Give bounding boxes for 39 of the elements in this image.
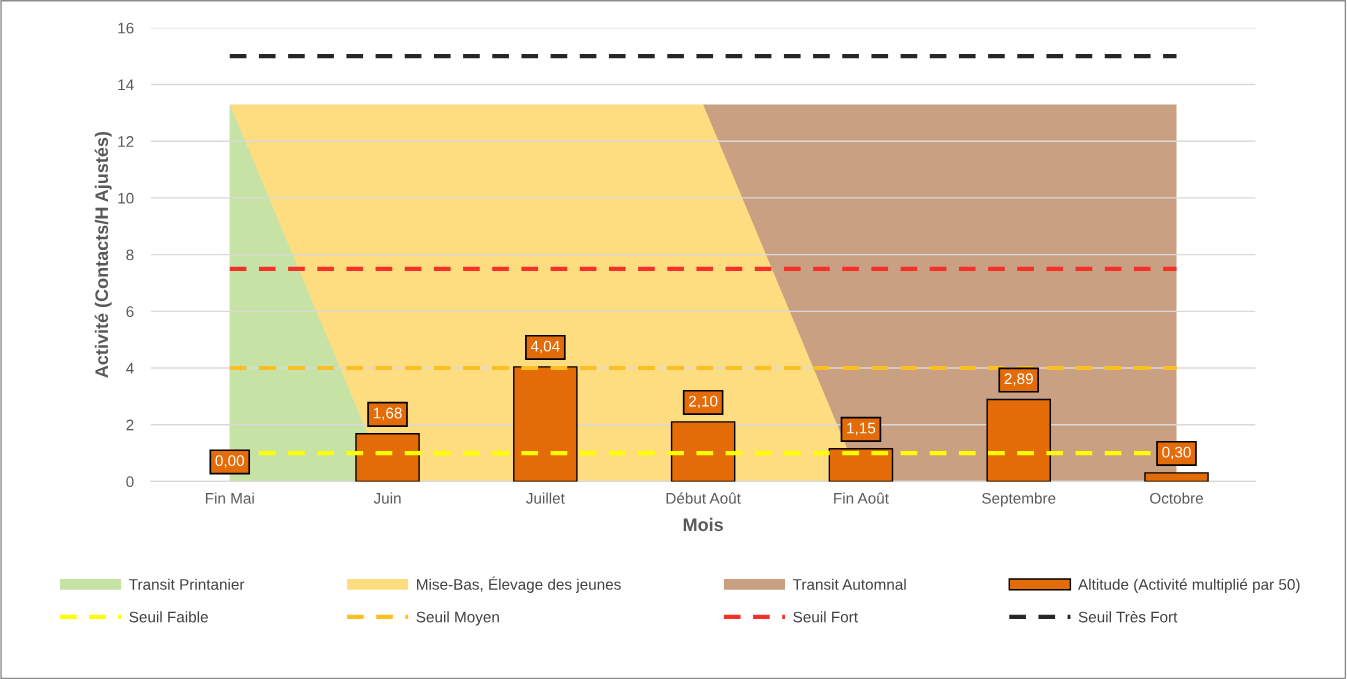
bar [513,366,578,482]
x-tick-label: Juin [373,492,401,504]
legend-label: Seuil Très Fort [1078,611,1178,623]
data-label: 1,68 [373,407,402,421]
bar [670,421,736,482]
legend-label: Seuil Faible [129,611,208,623]
legend-label: Altitude (Activité multiplié par 50) [1078,578,1300,593]
legend-label: Transit Automnal [792,578,906,590]
y-tick-label: 0 [126,476,134,488]
x-tick-label: Septembre [982,492,1056,507]
x-axis-title: Mois [683,517,723,532]
data-label: 4,04 [530,340,560,354]
legend-label: Transit Printanier [129,578,245,590]
legend-label: Seuil Moyen [416,611,499,626]
x-tick-label: Juillet [526,492,565,504]
y-tick-label: 2 [126,419,134,431]
y-tick-label: 8 [126,249,134,261]
x-tick-label: Début Août [666,492,741,504]
y-tick-label: 16 [118,22,134,34]
legend-label: Mise-Bas, Élevage des jeunes [417,576,621,593]
x-tick-label: Octobre [1150,492,1203,504]
bar [986,398,1051,482]
bar [828,448,894,482]
y-tick-label: 6 [126,306,134,318]
y-tick-label: 10 [118,192,134,204]
data-label: 0,30 [1162,446,1191,460]
data-label: 2,89 [1004,373,1033,386]
y-tick-label: 12 [118,136,134,147]
y-tick-label: 14 [118,79,134,91]
bar [355,433,420,482]
x-tick-label: Fin Août [834,492,889,504]
x-tick-label: Fin Mai [205,492,254,504]
bar [1144,472,1209,482]
data-label: 2,10 [689,395,718,409]
data-label: 0,00 [215,455,245,468]
y-tick-label: 4 [126,363,134,374]
y-axis-title: Activité (Contacts/H Ajustés) [94,131,112,378]
data-label: 1,15 [847,422,876,436]
legend-label: Seuil Fort [793,611,858,623]
